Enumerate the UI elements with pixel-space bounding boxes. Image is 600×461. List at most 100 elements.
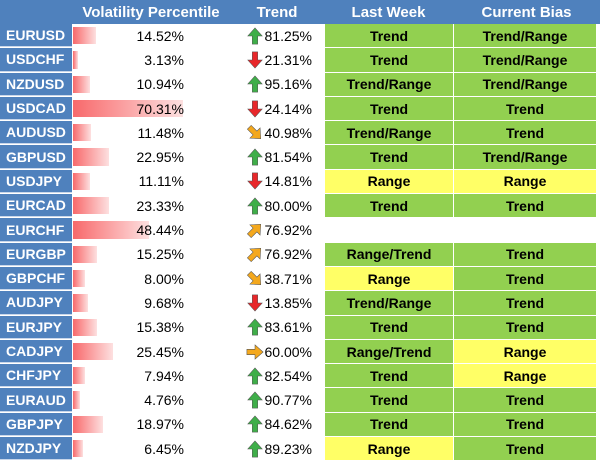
arrow-up-icon <box>246 148 265 166</box>
trend-value: 84.62% <box>264 416 312 433</box>
current-bias-cell <box>453 218 596 242</box>
arrow-down-icon <box>246 294 265 312</box>
table-row: GBPJPY 18.97% 84.62% Trend Trend <box>0 412 600 438</box>
volatility-bar <box>73 294 89 312</box>
volatility-bar <box>73 124 91 142</box>
table-row: AUDJPY 9.68% 13.85% Trend/Range Trend <box>0 291 600 316</box>
trend-cell: 76.92% <box>230 218 324 241</box>
last-week-cell: Trend/Range <box>324 121 453 145</box>
volatility-header: Volatility Percentile <box>72 0 230 24</box>
current-bias-header: Current Bias <box>453 0 600 24</box>
volatility-value: 48.44% <box>136 222 184 239</box>
trend-value: 38.71% <box>264 270 312 287</box>
volatility-cell: 22.95% <box>72 145 230 168</box>
volatility-bar <box>73 51 78 69</box>
table-row: EURUSD 14.52% 81.25% Trend Trend/Range <box>0 24 600 49</box>
arrow-right-icon <box>246 343 265 361</box>
volatility-cell: 70.31% <box>72 97 230 120</box>
current-bias-cell: Trend <box>453 388 596 412</box>
trend-cell: 95.16% <box>230 73 324 96</box>
current-bias-cell: Trend <box>453 96 596 121</box>
pair-label: GBPJPY <box>0 412 72 437</box>
table-row: EURJPY 15.38% 83.61% Trend Trend <box>0 315 600 340</box>
trend-cell: 14.81% <box>230 170 324 193</box>
pair-label: EURGBP <box>0 242 72 266</box>
pair-label: EURAUD <box>0 388 72 412</box>
volatility-bar <box>73 99 183 118</box>
trend-value: 83.61% <box>264 319 312 336</box>
header-row: Volatility Percentile Trend Last Week Cu… <box>0 0 600 24</box>
last-week-cell <box>324 218 453 242</box>
current-bias-cell: Trend <box>453 266 596 291</box>
trend-cell: 82.54% <box>230 364 324 387</box>
volatility-cell: 9.68% <box>72 291 230 314</box>
volatility-bar <box>73 245 97 263</box>
volatility-value: 8.00% <box>144 270 184 287</box>
trend-value: 89.23% <box>264 440 312 457</box>
trend-value: 21.31% <box>264 51 312 68</box>
pair-label: AUDUSD <box>0 121 72 145</box>
last-week-cell: Trend <box>324 388 453 412</box>
pair-label: CHFJPY <box>0 364 72 388</box>
volatility-bar <box>73 391 81 409</box>
current-bias-cell: Trend <box>453 315 596 339</box>
table-row: EURCAD 23.33% 80.00% Trend Trend <box>0 194 600 219</box>
trend-cell: 81.54% <box>230 145 324 168</box>
pair-label: NZDUSD <box>0 72 72 96</box>
volatility-value: 22.95% <box>136 149 184 166</box>
volatility-bar <box>73 269 86 288</box>
table-row: NZDUSD 10.94% 95.16% Trend/Range Trend/Range <box>0 72 600 97</box>
trend-value: 81.54% <box>264 149 312 166</box>
current-bias-cell: Trend/Range <box>453 48 596 72</box>
table-row: USDCHF 3.13% 21.31% Trend Trend/Range <box>0 48 600 73</box>
volatility-cell: 15.25% <box>72 243 230 266</box>
last-week-cell: Trend <box>324 194 453 218</box>
trend-cell: 80.00% <box>230 194 324 217</box>
table-row: EURGBP 15.25% 76.92% Range/Trend Trend <box>0 242 600 267</box>
table-row: AUDUSD 11.48% 40.98% Trend/Range Trend <box>0 121 600 146</box>
arrow-up-icon <box>246 27 265 45</box>
arrow-down-icon <box>246 51 265 69</box>
arrow-down-right-icon <box>246 124 265 142</box>
arrow-up-icon <box>246 391 265 409</box>
pair-label: GBPCHF <box>0 266 72 291</box>
volatility-bar <box>73 75 91 93</box>
volatility-cell: 6.45% <box>72 437 230 460</box>
table-row: USDJPY 11.11% 14.81% Range Range <box>0 169 600 195</box>
arrow-up-right-icon <box>246 221 265 239</box>
volatility-bar <box>73 221 149 239</box>
arrow-up-right-icon <box>246 245 265 263</box>
volatility-cell: 11.11% <box>72 170 230 193</box>
volatility-value: 11.11% <box>138 173 184 190</box>
arrow-down-icon <box>246 100 265 118</box>
pair-label: GBPUSD <box>0 145 72 169</box>
trend-value: 82.54% <box>264 367 312 384</box>
last-week-cell: Trend <box>324 96 453 121</box>
current-bias-cell: Trend/Range <box>453 145 596 169</box>
table-row: GBPCHF 8.00% 38.71% Range Trend <box>0 266 600 292</box>
trend-value: 95.16% <box>264 76 312 93</box>
trend-header: Trend <box>230 0 324 24</box>
volatility-bar <box>73 27 96 45</box>
last-week-cell: Trend/Range <box>324 291 453 315</box>
pair-label: USDJPY <box>0 169 72 194</box>
pair-header <box>0 0 72 24</box>
trend-value: 60.00% <box>264 343 312 360</box>
last-week-cell: Trend <box>324 364 453 388</box>
current-bias-cell: Trend <box>453 242 596 266</box>
volatility-cell: 18.97% <box>72 413 230 436</box>
volatility-cell: 7.94% <box>72 364 230 387</box>
trend-value: 76.92% <box>264 222 312 239</box>
trend-value: 80.00% <box>264 197 312 214</box>
pair-label: AUDJPY <box>0 291 72 315</box>
trend-value: 76.92% <box>264 246 312 263</box>
volatility-value: 10.94% <box>136 76 184 93</box>
volatility-value: 25.45% <box>136 343 184 360</box>
volatility-cell: 15.38% <box>72 316 230 339</box>
volatility-bar <box>73 440 84 458</box>
volatility-bar <box>73 148 109 166</box>
arrow-down-icon <box>246 172 265 190</box>
trend-value: 40.98% <box>264 124 312 141</box>
arrow-down-right-icon <box>246 270 265 288</box>
last-week-cell: Trend <box>324 145 453 169</box>
